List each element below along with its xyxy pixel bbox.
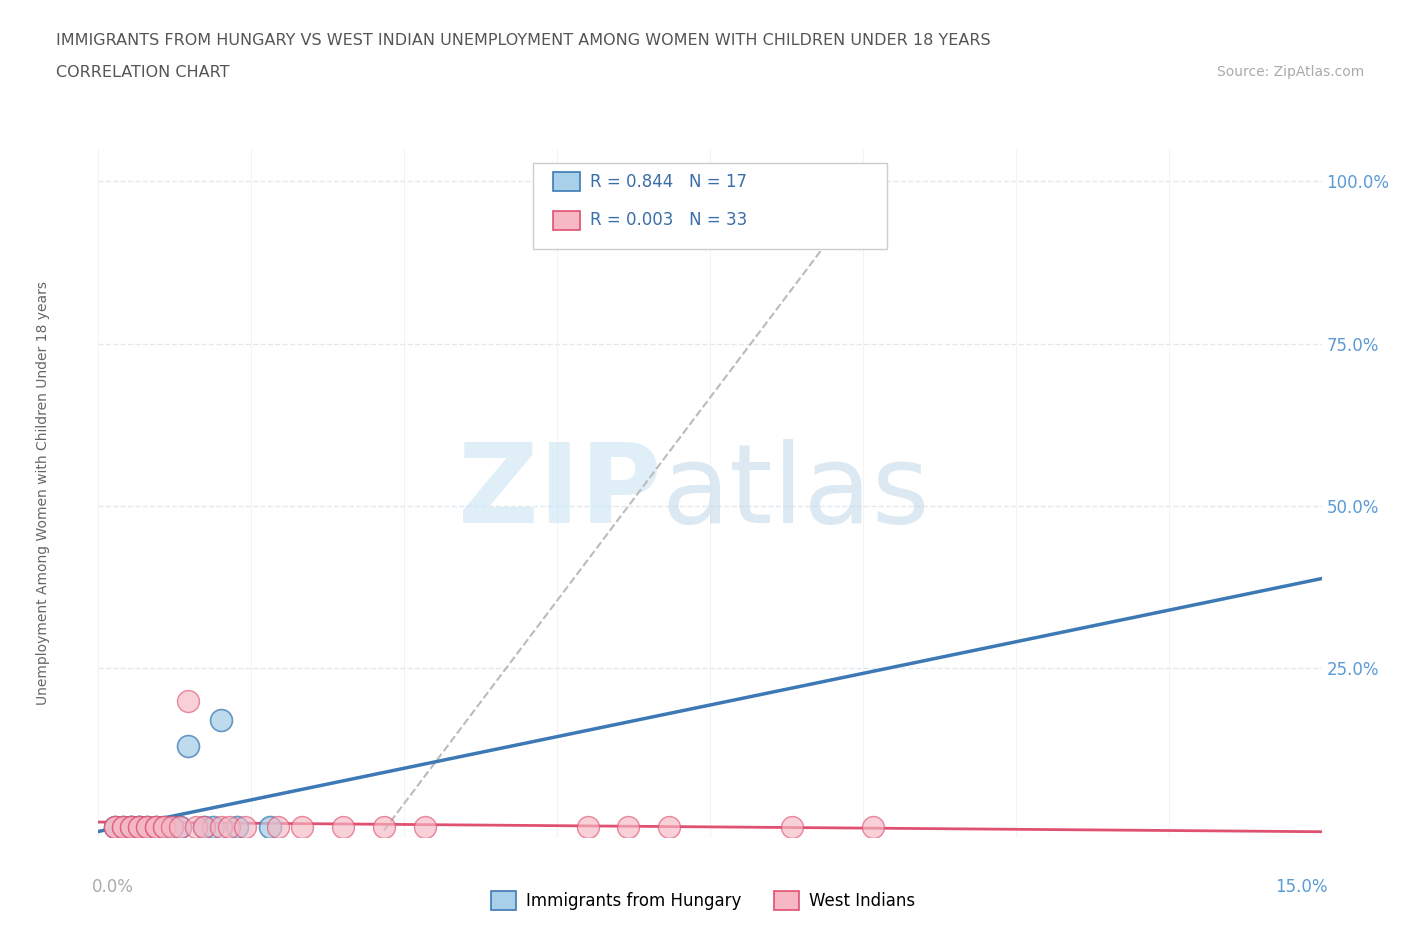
Point xyxy=(104,820,127,835)
Point xyxy=(120,820,142,835)
Point xyxy=(413,820,436,835)
Point xyxy=(332,820,354,835)
Point xyxy=(177,738,200,753)
Point xyxy=(259,820,281,835)
Point xyxy=(128,820,150,835)
Point xyxy=(111,820,134,835)
Point xyxy=(136,820,159,835)
Point xyxy=(145,820,167,835)
Point xyxy=(209,820,232,835)
Point xyxy=(177,693,200,708)
Point xyxy=(780,820,803,835)
Point xyxy=(128,820,150,835)
Point xyxy=(145,820,167,835)
Point xyxy=(111,820,134,835)
FancyBboxPatch shape xyxy=(554,211,581,230)
Point xyxy=(201,820,224,835)
Point xyxy=(267,820,290,835)
Point xyxy=(145,820,167,835)
Text: Source: ZipAtlas.com: Source: ZipAtlas.com xyxy=(1216,65,1364,79)
Point xyxy=(169,820,191,835)
Point xyxy=(233,820,256,835)
Text: ZIP: ZIP xyxy=(458,439,661,547)
Text: 0.0%: 0.0% xyxy=(93,878,134,897)
Point xyxy=(104,820,127,835)
Text: 15.0%: 15.0% xyxy=(1275,878,1327,897)
Point xyxy=(128,820,150,835)
FancyBboxPatch shape xyxy=(554,172,581,192)
Text: atlas: atlas xyxy=(661,439,929,547)
Point xyxy=(218,820,240,835)
FancyBboxPatch shape xyxy=(533,163,887,248)
Point xyxy=(128,820,150,835)
Point xyxy=(617,820,640,835)
Point xyxy=(145,820,167,835)
Point xyxy=(186,820,208,835)
Point xyxy=(193,820,215,835)
Text: Unemployment Among Women with Children Under 18 years: Unemployment Among Women with Children U… xyxy=(37,281,51,705)
Point xyxy=(120,820,142,835)
Text: R = 0.844   N = 17: R = 0.844 N = 17 xyxy=(591,173,747,191)
Point xyxy=(104,820,127,835)
Text: IMMIGRANTS FROM HUNGARY VS WEST INDIAN UNEMPLOYMENT AMONG WOMEN WITH CHILDREN UN: IMMIGRANTS FROM HUNGARY VS WEST INDIAN U… xyxy=(56,33,991,47)
Point xyxy=(291,820,314,835)
Point xyxy=(658,820,681,835)
Point xyxy=(136,820,159,835)
Point xyxy=(136,820,159,835)
Point xyxy=(120,820,142,835)
Text: CORRELATION CHART: CORRELATION CHART xyxy=(56,65,229,80)
Point xyxy=(152,820,174,835)
Point xyxy=(160,820,183,835)
Point xyxy=(373,820,395,835)
Point xyxy=(226,820,249,835)
Point xyxy=(120,820,142,835)
Point xyxy=(862,820,884,835)
Point xyxy=(152,820,174,835)
Text: R = 0.003   N = 33: R = 0.003 N = 33 xyxy=(591,211,748,230)
Legend: Immigrants from Hungary, West Indians: Immigrants from Hungary, West Indians xyxy=(484,884,922,917)
Point xyxy=(193,820,215,835)
Point xyxy=(111,820,134,835)
Point xyxy=(169,820,191,835)
Point xyxy=(209,712,232,727)
Point xyxy=(160,820,183,835)
Point xyxy=(576,820,599,835)
Point xyxy=(152,820,174,835)
